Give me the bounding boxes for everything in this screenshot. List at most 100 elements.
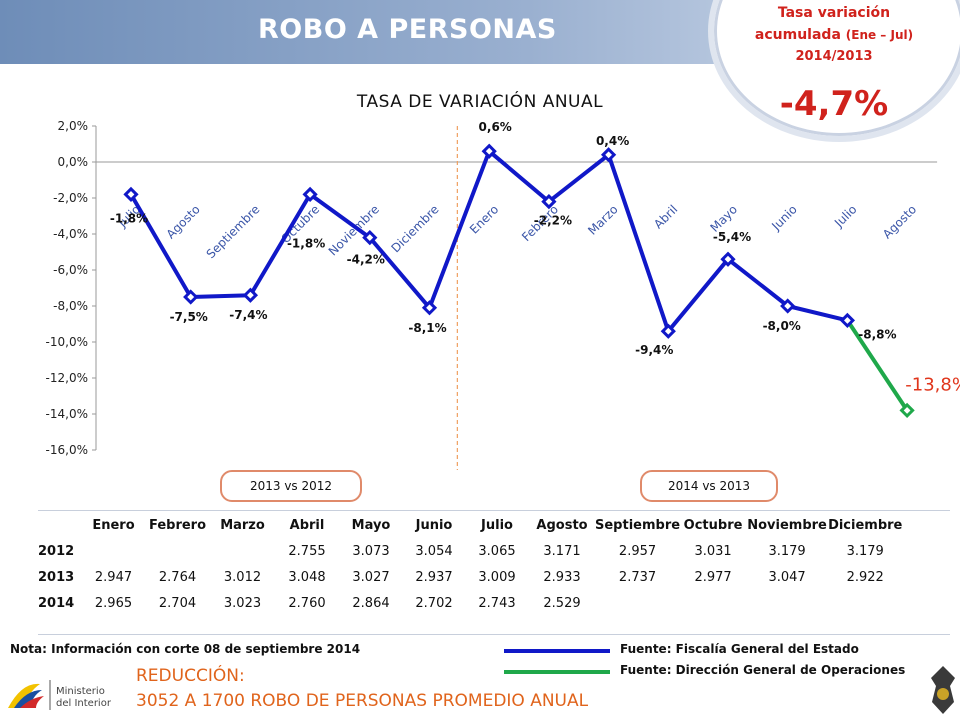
data-point-marker: [660, 323, 676, 339]
value-cell: 2.702: [415, 595, 453, 611]
value-cell: 2.933: [543, 569, 581, 585]
value-cell: [680, 590, 746, 616]
data-label: 0,4%: [596, 134, 629, 148]
value-cell: [746, 590, 828, 616]
value-cell: 2.977: [694, 569, 732, 585]
page-title: ROBO A PERSONAS: [258, 14, 557, 45]
month-header: Enero: [92, 517, 135, 533]
y-tick-label: -16,0%: [46, 443, 88, 457]
data-label: -5,4%: [713, 230, 751, 244]
data-label: -2,2%: [534, 214, 572, 228]
value-cell: 3.073: [352, 543, 390, 559]
data-point-marker: [421, 300, 438, 316]
value-cell: 2.743: [478, 595, 516, 611]
bubble-line2: acumulada (Ene – Jul): [716, 24, 952, 46]
value-cell: [828, 590, 902, 616]
value-cell: 2.760: [288, 595, 326, 611]
legend-label-fiscalia: Fuente: Fiscalía General del Estado: [620, 642, 859, 656]
ministry-emblem-icon: Ministerio del Interior: [8, 680, 112, 710]
bubble-line3: 2014/2013: [795, 49, 873, 64]
reduction-note: REDUCCIÓN: 3052 A 1700 ROBO DE PERSONAS …: [136, 664, 588, 714]
ministry-logo: Ministerio del Interior: [4, 674, 124, 714]
table-bottom-divider: [38, 634, 950, 635]
month-header: Octubre: [683, 517, 743, 533]
table-header-row: Enero Febrero Marzo Abril Mayo Junio Julio Agos…: [38, 512, 902, 538]
bubble-line1: Tasa variación: [777, 5, 891, 21]
value-cell: 3.054: [415, 543, 453, 559]
bubble-line2-range: (Ene – Jul): [845, 28, 914, 42]
value-cell: 3.031: [694, 543, 732, 559]
footnote: Nota: Información con corte 08 de septie…: [10, 642, 361, 656]
value-cell: 2.922: [846, 569, 884, 585]
x-tick-label: Septiembre: [204, 202, 263, 261]
logo-line2: del Interior: [56, 698, 112, 709]
y-tick-label: -6,0%: [53, 263, 88, 277]
value-cell: [145, 538, 210, 564]
data-label: 0,6%: [479, 120, 512, 134]
y-tick-label: -4,0%: [53, 227, 88, 241]
y-tick-label: 0,0%: [58, 155, 89, 169]
value-cell: 2.737: [618, 569, 657, 585]
data-point-marker: [600, 147, 617, 163]
table-row: 2013 2.947 2.764 3.012 3.048 3.027 2.937 3.009 2…: [38, 564, 902, 590]
legend-line-fiscalia: [504, 649, 610, 653]
month-header: Mayo: [351, 517, 391, 533]
reduction-line2: 3052 A 1700 ROBO DE PERSONAS PROMEDIO AN…: [136, 691, 589, 711]
data-label: -4,2%: [347, 253, 385, 267]
month-header: Noviembre: [747, 517, 827, 533]
crest-icon: [928, 662, 958, 718]
data-label: -1,8%: [110, 211, 148, 225]
value-cell: 2.947: [94, 569, 133, 585]
value-cell: 3.027: [352, 569, 390, 585]
value-cell: 2.864: [352, 595, 390, 611]
data-label: -8,1%: [408, 321, 446, 335]
y-tick-label: -2,0%: [53, 191, 88, 205]
x-tick-label: Agosto: [164, 202, 203, 241]
value-cell: 3.179: [846, 543, 884, 559]
table-top-divider: [38, 510, 950, 511]
data-point-marker: [720, 251, 736, 267]
legend-label-operaciones: Fuente: Dirección General de Operaciones: [620, 663, 906, 677]
data-point-marker: [780, 298, 796, 314]
series-line-operaciones: [845, 319, 909, 412]
value-cell: 2.704: [158, 595, 197, 611]
data-point-marker: [183, 289, 199, 305]
y-tick-label: 2,0%: [58, 119, 89, 133]
table-row: 2014 2.965 2.704 3.023 2.760 2.864 2.702 2.743 2…: [38, 590, 902, 616]
data-label: -9,4%: [635, 343, 673, 357]
value-cell: 2.957: [618, 543, 657, 559]
value-cell: [82, 538, 145, 564]
value-cell: 3.171: [543, 543, 581, 559]
data-point-marker: [481, 143, 497, 159]
month-header: Junio: [415, 517, 453, 533]
data-label: -8,0%: [763, 319, 801, 333]
value-cell: 2.755: [288, 543, 326, 559]
period-label-2014: 2014 vs 2013: [640, 470, 778, 502]
x-tick-label: Junio: [768, 202, 799, 233]
x-tick-label: Agosto: [880, 202, 919, 241]
line-chart: 2,0% 0,0% -2,0% -4,0% -6,0% -8,0% -10,0% -12,0%…: [46, 119, 960, 470]
value-cell: 3.023: [223, 595, 262, 611]
value-cell: 2.529: [543, 595, 581, 611]
period-label-2013: 2013 vs 2012: [220, 470, 362, 502]
month-header: Marzo: [220, 517, 265, 533]
data-label: -1,8%: [287, 236, 325, 250]
value-cell: 3.009: [478, 569, 516, 585]
data-label: -8,8%: [858, 327, 896, 341]
data-point-marker: [541, 193, 557, 210]
x-tick-label: Enero: [467, 202, 501, 236]
legend-line-operaciones: [504, 670, 610, 674]
data-point-marker: [362, 229, 378, 246]
value-cell: [595, 590, 680, 616]
year-header: [38, 512, 82, 538]
data-point-marker: [242, 287, 259, 303]
month-header: Febrero: [148, 517, 207, 533]
chart-title: TASA DE VARIACIÓN ANUAL: [356, 92, 604, 112]
month-header: Septiembre: [595, 517, 681, 533]
bubble-line2-main: acumulada: [754, 27, 841, 43]
data-label: -7,5%: [170, 310, 208, 324]
table-row: 2012 2.755 3.073 3.054 3.065 3.171 2.957 3.031 3…: [38, 538, 902, 564]
logo-line1: Ministerio: [56, 686, 105, 697]
data-point-marker: [302, 186, 318, 203]
monthly-table: Enero Febrero Marzo Abril Mayo Junio Julio Agos…: [38, 512, 902, 616]
